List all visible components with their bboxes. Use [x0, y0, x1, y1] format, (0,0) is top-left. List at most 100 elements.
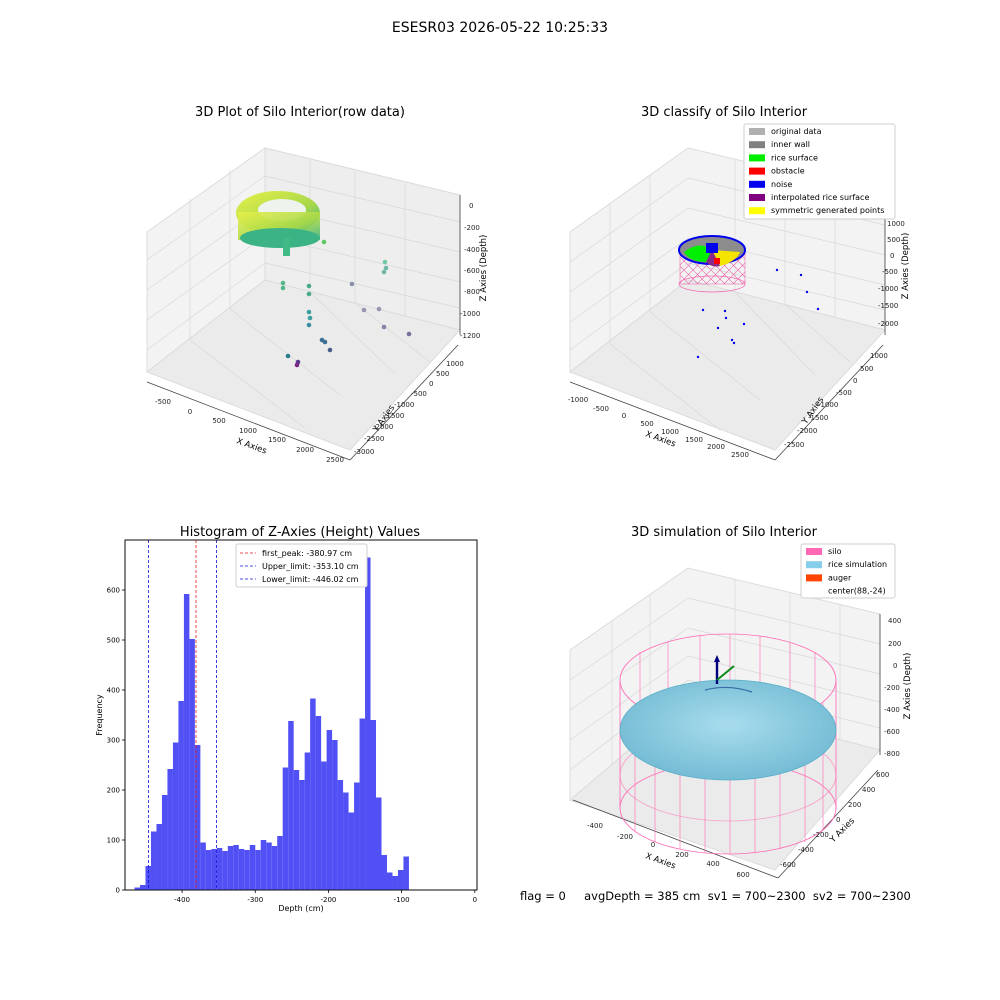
raw-3d-ticks: -500 0 500 1000 1500 2000 2500 1000 500 … [155, 202, 480, 464]
raw-point [382, 259, 388, 265]
histogram-bar [321, 761, 327, 890]
classify-legend-items: original data inner wall rice surface obsta… [749, 127, 884, 215]
classify-y-tick: 1000 [870, 352, 888, 360]
histogram-bar [304, 752, 311, 890]
panel-raw-3d: 3D Plot of Silo Interior(row data) [145, 105, 489, 464]
simulation-z-tick: -200 [884, 684, 900, 692]
raw-3d-ring-bottom [240, 228, 320, 248]
legend-label: silo [828, 547, 842, 556]
simulation-3d-title: 3D simulation of Silo Interior [631, 525, 818, 540]
raw-point [406, 331, 412, 337]
raw-x-tick: 2000 [296, 446, 314, 454]
histogram-y-ticks: 0 100 200 300 400 500 600 [107, 587, 125, 895]
simulation-z-axis-label: Z Axies (Depth) [903, 653, 913, 720]
simulation-y-tick: 200 [848, 801, 861, 809]
raw-z-tick: -800 [464, 288, 480, 296]
classify-z-tick: -1000 [878, 285, 898, 293]
histogram-bar [238, 849, 245, 890]
rice-surface-ellipse [619, 679, 837, 781]
classify-silo-bottom [678, 275, 746, 293]
raw-point [322, 339, 328, 345]
noise-point [730, 338, 734, 342]
raw-point [306, 309, 312, 315]
auger-arm [716, 665, 735, 681]
raw-point [306, 291, 312, 297]
classify-z-tick: -2000 [878, 320, 898, 328]
histogram-bar [277, 836, 283, 890]
legend-label: center(88,-24) [828, 587, 886, 596]
raw-x-tick: 500 [212, 417, 225, 425]
simulation-z-tick: 200 [888, 640, 901, 648]
histogram-legend-label: first_peak: -380.97 cm [262, 549, 352, 558]
histogram-bar [282, 767, 289, 890]
raw-point [381, 269, 387, 275]
simulation-y-tick: 600 [876, 771, 889, 779]
histogram-bar [260, 840, 267, 890]
raw-point [327, 347, 333, 353]
histogram-bar [403, 856, 409, 890]
simulation-z-tick: 0 [893, 662, 897, 670]
raw-x-tick: 1500 [268, 436, 286, 444]
simulation-y-tick: 400 [862, 786, 875, 794]
raw-z-tick: -200 [464, 224, 480, 232]
histogram-x-tick-label: -200 [320, 896, 336, 904]
simulation-x-tick: 400 [706, 860, 719, 868]
histogram-bar [386, 872, 393, 890]
histogram-bar [315, 716, 322, 890]
histogram-bar [189, 639, 195, 890]
histogram-bar [227, 846, 234, 890]
histogram-bar [249, 845, 256, 890]
simulation-y-tick: -400 [798, 846, 814, 854]
classify-z-axis-label: Z Axies (Depth) [901, 233, 911, 300]
classify-3d-ticks: -1000 -500 0 500 1000 1500 2000 2500 100… [568, 220, 905, 459]
simulation-y-tick: -600 [780, 861, 796, 869]
simulation-x-axis-label: X Axies [644, 851, 677, 871]
raw-point [280, 280, 286, 286]
raw-y-tick: -2000 [373, 423, 393, 431]
legend-swatch [749, 180, 765, 188]
histogram-y-tick-label: 600 [107, 587, 120, 595]
raw-z-tick: -400 [464, 246, 480, 254]
status-line: flag = 0 avgDepth = 385 cm sv1 = 700~230… [520, 889, 911, 903]
classify-y-tick: -1500 [808, 414, 828, 422]
histogram-bar [332, 740, 338, 890]
simulation-legend: silo rice simulation auger center(88,-24) [800, 543, 896, 599]
raw-point [294, 362, 300, 368]
noise-point [799, 273, 803, 277]
legend-swatch [749, 167, 765, 175]
simulation-z-tick: -800 [884, 750, 900, 758]
simulation-y-tick: -200 [813, 831, 829, 839]
panel-raw-3d-title: 3D Plot of Silo Interior(row data) [195, 105, 405, 120]
raw-point [306, 283, 312, 289]
legend-swatch [749, 207, 765, 215]
raw-y-tick: -500 [411, 390, 427, 398]
histogram-bar [140, 885, 146, 890]
histogram-bar [150, 831, 157, 890]
histogram-y-tick-label: 100 [107, 837, 120, 845]
raw-y-tick: -2500 [364, 435, 384, 443]
noise-point [723, 309, 727, 313]
rice-surface-ridge [704, 686, 753, 693]
noise-point [732, 341, 736, 345]
raw-y-tick: -1000 [394, 401, 414, 409]
raw-point [376, 306, 382, 312]
raw-x-tick: 1000 [239, 427, 257, 435]
histogram-legend: first_peak: -380.97 cm Upper_limit: -353.… [235, 543, 368, 588]
histogram-x-axis-label: Depth (cm) [278, 904, 323, 913]
legend-swatch [806, 561, 822, 569]
noise-point [805, 290, 809, 294]
legend-swatch [749, 194, 765, 201]
histogram-bar [397, 870, 404, 890]
classify-y-tick: 500 [860, 365, 873, 373]
classify-z-tick: -1500 [878, 302, 898, 310]
histogram-bar [365, 557, 371, 890]
legend-label: original data [771, 127, 822, 136]
classify-z-tick: 0 [890, 252, 894, 260]
histogram-frame [124, 539, 478, 891]
raw-point [381, 324, 387, 330]
histogram-bars [134, 557, 409, 890]
legend-swatch [749, 128, 765, 135]
raw-x-tick: -500 [155, 398, 171, 406]
histogram-bar [244, 850, 250, 890]
raw-point [361, 307, 367, 313]
